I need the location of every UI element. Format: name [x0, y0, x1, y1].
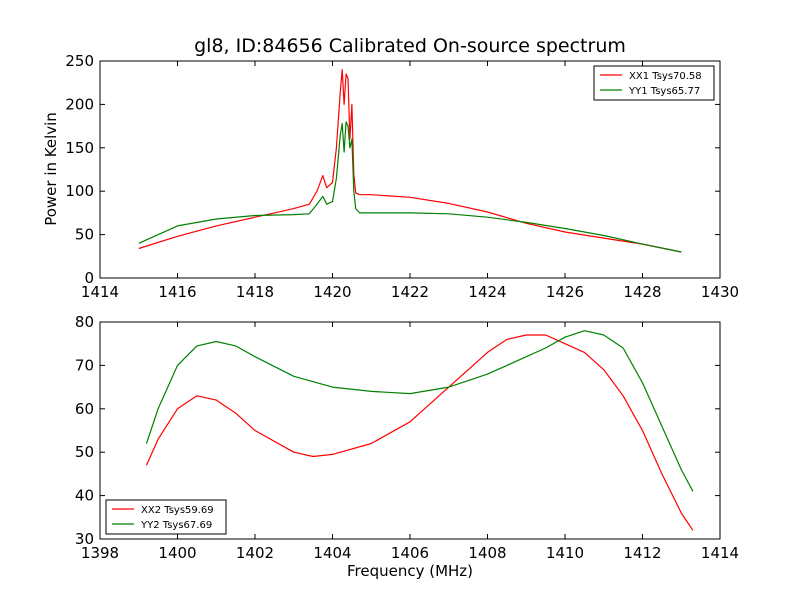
bottom-xtick-label: 1410 — [546, 544, 584, 562]
bottom-legend-label-xx2: XX2 Tsys59.69 — [141, 505, 214, 516]
top-series-line-1 — [138, 121, 682, 253]
top-ytick-label: 0 — [84, 269, 94, 287]
bottom-series-line-1 — [145, 330, 694, 492]
bottom-xtick-label: 1408 — [468, 544, 506, 562]
top-ytick-label: 250 — [65, 52, 94, 70]
top-chart-series — [138, 69, 682, 253]
bottom-xtick-label: 1398 — [81, 544, 119, 562]
top-chart-tick-labels: 1414 1416 1418 1420 1422 1424 1426 1428 1430 0 50 1… — [65, 52, 739, 301]
top-xtick-label: 1426 — [546, 283, 584, 301]
bottom-xtick-label: 1400 — [158, 544, 196, 562]
bottom-xtick-label: 1406 — [391, 544, 429, 562]
top-chart-axes-frame — [99, 60, 721, 279]
bottom-xtick-label: 1402 — [236, 544, 274, 562]
top-ytick-label: 50 — [75, 226, 94, 244]
top-xtick-label: 1416 — [158, 283, 196, 301]
top-ytick-label: 150 — [65, 139, 94, 157]
bottom-ytick-label: 30 — [75, 530, 94, 548]
bottom-legend-box — [105, 499, 227, 535]
bottom-ytick-label: 60 — [75, 400, 94, 418]
top-chart: gl8, ID:84656 Calibrated On-source spect… — [42, 35, 739, 301]
bottom-xtick-label: 1404 — [313, 544, 351, 562]
top-xtick-label: 1418 — [236, 283, 274, 301]
top-chart-title: gl8, ID:84656 Calibrated On-source spect… — [194, 35, 626, 57]
top-xtick-label: 1414 — [81, 283, 119, 301]
bottom-chart-legend: XX2 Tsys59.69 YY2 Tsys67.69 — [105, 499, 227, 535]
top-xtick-label: 1420 — [313, 283, 351, 301]
top-xtick-label: 1430 — [701, 283, 739, 301]
bottom-ytick-label: 40 — [75, 487, 94, 505]
bottom-ytick-label: 50 — [75, 443, 94, 461]
top-legend-label-yy1: YY1 Tsys65.77 — [628, 86, 700, 97]
top-chart-legend: XX1 Tsys70.58 YY1 Tsys65.77 — [593, 65, 715, 101]
bottom-chart-tick-labels: 1398 1400 1402 1404 1406 1408 1410 1412 1414 30 40… — [75, 313, 739, 562]
top-ytick-label: 100 — [65, 182, 94, 200]
bottom-ytick-label: 80 — [75, 313, 94, 331]
bottom-legend-label-yy2: YY2 Tsys67.69 — [140, 520, 212, 531]
top-xtick-label: 1424 — [468, 283, 506, 301]
top-xtick-label: 1422 — [391, 283, 429, 301]
top-legend-box — [593, 65, 715, 101]
top-ytick-label: 200 — [65, 95, 94, 113]
bottom-chart-xlabel: Frequency (MHz) — [347, 562, 473, 580]
bottom-chart-axes-frame — [99, 321, 721, 540]
bottom-chart-series — [145, 330, 694, 531]
top-legend-label-xx1: XX1 Tsys70.58 — [629, 71, 702, 82]
bottom-xtick-label: 1412 — [623, 544, 661, 562]
bottom-xtick-label: 1414 — [701, 544, 739, 562]
bottom-chart: Frequency (MHz) 1398 1400 1402 1404 1406 1408… — [75, 313, 739, 580]
top-xtick-label: 1428 — [623, 283, 661, 301]
bottom-ytick-label: 70 — [75, 356, 94, 374]
top-chart-ylabel: Power in Kelvin — [42, 112, 60, 226]
top-series-line-0 — [138, 69, 682, 253]
